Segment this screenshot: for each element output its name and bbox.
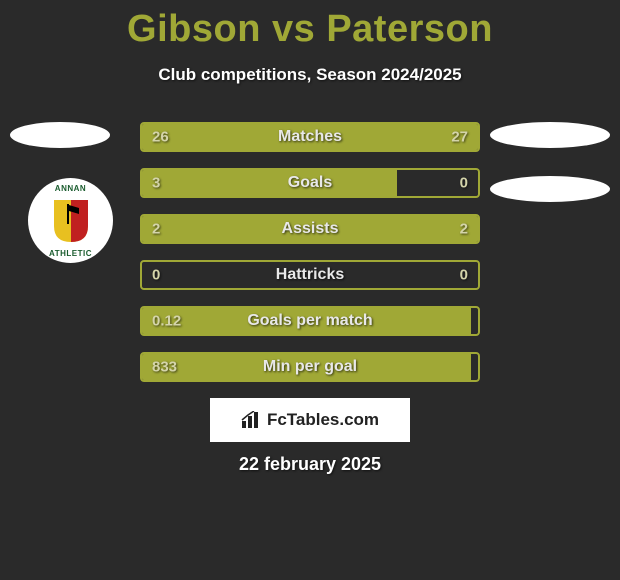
stat-bar: 26 27 Matches: [140, 122, 480, 152]
bar-left-value: 3: [152, 175, 160, 192]
placeholder-ellipse-top-left: [10, 122, 110, 148]
stat-bar: 0 0 Hattricks: [140, 260, 480, 290]
chart-bars-icon: [241, 411, 263, 429]
vs-label: vs: [272, 8, 315, 50]
bar-label: Hattricks: [276, 266, 344, 284]
stat-bar: 833 Min per goal: [140, 352, 480, 382]
bar-right-value: 2: [460, 221, 468, 238]
crest-bottom-text: ATHLETIC: [49, 249, 92, 258]
date-text: 22 february 2025: [239, 454, 381, 475]
bar-left-fill: [142, 170, 397, 196]
stat-bar: 2 2 Assists: [140, 214, 480, 244]
bar-label: Assists: [282, 220, 339, 238]
page-title: Gibson vs Paterson: [0, 0, 620, 51]
bar-left-value: 0.12: [152, 313, 181, 330]
crest-top-text: ANNAN: [55, 184, 86, 193]
stat-bar: 3 0 Goals: [140, 168, 480, 198]
bar-label: Goals per match: [247, 312, 372, 330]
club-crest: ANNAN ATHLETIC: [28, 178, 113, 263]
placeholder-ellipse-top-right: [490, 122, 610, 148]
stat-bar: 0.12 Goals per match: [140, 306, 480, 336]
bar-left-value: 833: [152, 359, 177, 376]
subtitle: Club competitions, Season 2024/2025: [0, 65, 620, 85]
bar-right-value: 0: [460, 175, 468, 192]
bar-label: Matches: [278, 128, 342, 146]
player1-name: Gibson: [127, 8, 261, 50]
shield-icon: [54, 200, 88, 242]
bar-left-value: 2: [152, 221, 160, 238]
bar-left-value: 0: [152, 267, 160, 284]
bar-right-value: 0: [460, 267, 468, 284]
bar-left-value: 26: [152, 129, 169, 146]
stats-bars-container: 26 27 Matches 3 0 Goals 2 2 Assists 0 0 Hattricks 0.…: [140, 122, 480, 398]
brand-box[interactable]: FcTables.com: [210, 398, 410, 442]
bar-label: Goals: [288, 174, 332, 192]
placeholder-ellipse-mid-right: [490, 176, 610, 202]
bar-label: Min per goal: [263, 358, 357, 376]
brand-text: FcTables.com: [267, 410, 379, 430]
player2-name: Paterson: [326, 8, 493, 50]
bar-right-value: 27: [451, 129, 468, 146]
